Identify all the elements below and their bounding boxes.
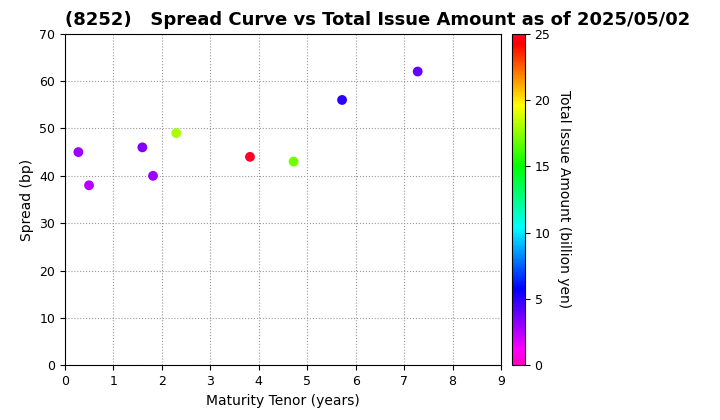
Point [244,153,256,160]
Point [412,68,423,75]
Point [171,130,182,136]
Y-axis label: Spread (bp): Spread (bp) [19,158,34,241]
Point [137,144,148,151]
Point [148,173,159,179]
Y-axis label: Total Issue Amount (billion yen): Total Issue Amount (billion yen) [557,90,571,309]
X-axis label: Maturity Tenor (years): Maturity Tenor (years) [206,394,360,408]
Point [336,97,348,103]
Text: (8252)   Spread Curve vs Total Issue Amount as of 2025/05/02: (8252) Spread Curve vs Total Issue Amoun… [65,11,690,29]
Point [73,149,84,155]
Point [84,182,95,189]
Point [288,158,300,165]
